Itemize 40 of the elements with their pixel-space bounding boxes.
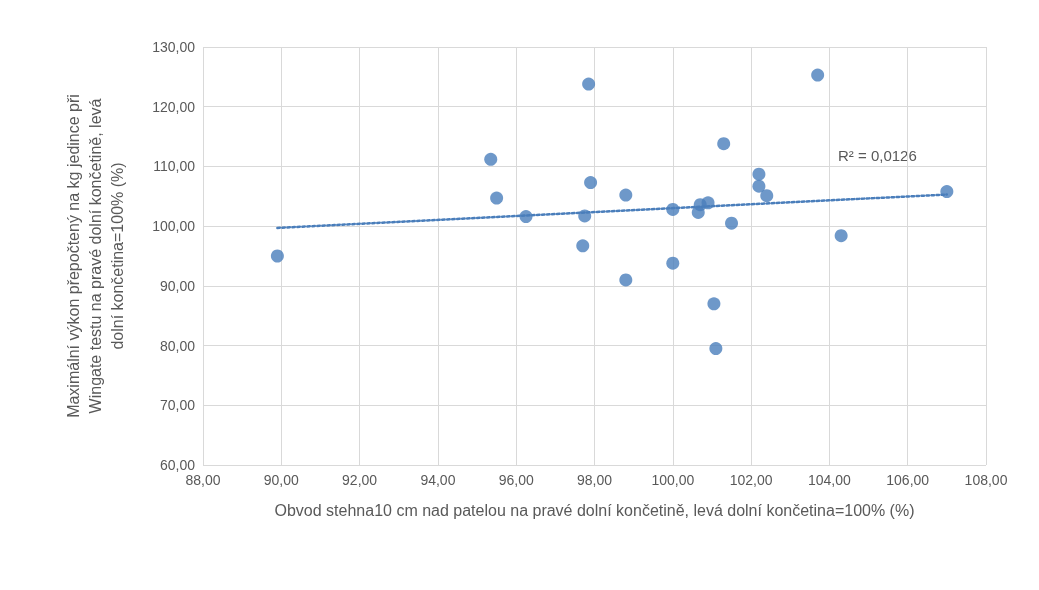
x-tick-label: 94,00 xyxy=(420,472,456,488)
y-tick-label: 120,00 xyxy=(152,98,196,115)
y-tick-label: 60,00 xyxy=(159,457,196,473)
y-tick-label: 110,00 xyxy=(153,158,196,175)
x-tick-label: 106,00 xyxy=(886,472,930,488)
point xyxy=(666,256,680,270)
point xyxy=(709,342,723,356)
point xyxy=(576,239,590,253)
point xyxy=(484,152,498,166)
x-tick-label: 100,00 xyxy=(651,472,695,488)
point xyxy=(760,189,774,203)
point xyxy=(725,216,739,230)
x-axis-title: Obvod stehna10 cm nad patelou na pravé dolní končetině, levá dolní končetina=100% (%) xyxy=(274,501,915,519)
point xyxy=(834,229,848,243)
point xyxy=(582,77,596,91)
y-tick-label: 80,00 xyxy=(159,337,196,354)
x-tick-label: 96,00 xyxy=(498,472,534,488)
y-tick-label: 130,00 xyxy=(152,39,196,55)
x-tick-label: 90,00 xyxy=(263,472,300,488)
x-tick-label: 104,00 xyxy=(807,472,852,488)
annotation: R² = 0,0126 xyxy=(838,147,917,164)
y-axis-title: Maximální výkon přepočtený na kg jedince při Wingate testu na pravé dolní končetině, levá dolní končetina=100% (%) xyxy=(64,94,126,418)
point xyxy=(270,249,284,263)
point xyxy=(619,188,633,202)
point xyxy=(707,297,721,311)
x-tick-label: 102,00 xyxy=(729,472,773,488)
x-tick-label: 88,00 xyxy=(185,472,221,488)
y-tick-label: 100,00 xyxy=(152,218,196,235)
point xyxy=(811,68,825,82)
x-tick-label: 92,00 xyxy=(342,472,378,488)
point xyxy=(752,179,766,193)
point xyxy=(490,191,504,205)
x-tick-label: 108,00 xyxy=(964,472,1008,488)
x-tick-label: 98,00 xyxy=(576,472,613,488)
y-tick-label: 90,00 xyxy=(159,277,196,294)
point xyxy=(619,273,633,287)
y-tick-label: 70,00 xyxy=(159,397,196,414)
point xyxy=(752,167,766,181)
point xyxy=(584,176,598,190)
point xyxy=(717,137,731,151)
